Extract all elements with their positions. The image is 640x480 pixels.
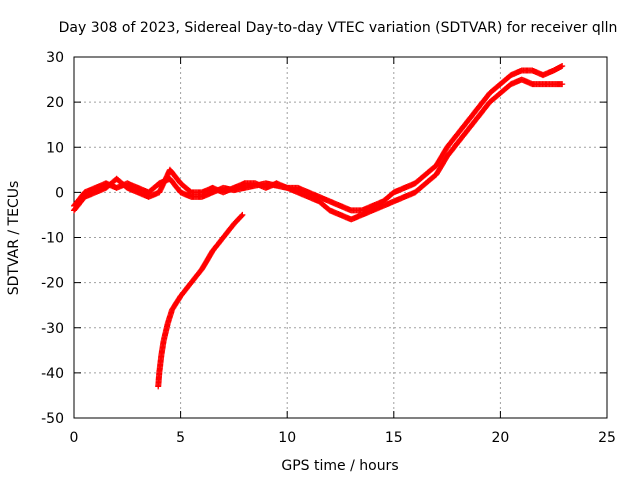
x-tick-label: 10 <box>278 430 296 446</box>
y-tick-label: -40 <box>41 366 64 382</box>
x-tick-label: 0 <box>70 430 79 446</box>
y-tick-label: -50 <box>41 411 64 427</box>
y-tick-label: 30 <box>46 50 64 66</box>
series-main-trace-spread <box>71 76 566 223</box>
data-points <box>71 63 566 390</box>
data-point <box>239 211 246 218</box>
x-tick-label: 20 <box>491 430 509 446</box>
y-tick-label: -10 <box>41 231 64 247</box>
x-tick-label: 5 <box>176 430 185 446</box>
data-point <box>238 212 245 219</box>
x-tick-label: 25 <box>598 430 616 446</box>
axis-ticks <box>73 56 608 419</box>
y-tick-label: 20 <box>46 95 64 111</box>
x-axis-label: GPS time / hours <box>281 458 398 474</box>
x-tick-labels: 0 5 10 15 20 25 <box>70 430 616 446</box>
series-dropout-segment <box>155 211 246 390</box>
y-tick-label: 0 <box>55 185 64 201</box>
data-point <box>559 63 566 69</box>
y-axis-label: SDTVAR / TECUs <box>6 181 22 296</box>
series-main-trace <box>71 63 566 214</box>
y-tick-label: 10 <box>46 140 64 156</box>
data-point <box>559 81 566 88</box>
grid-lines <box>74 57 607 418</box>
y-tick-label: -20 <box>41 276 64 292</box>
chart-title: Day 308 of 2023, Sidereal Day-to-day VTE… <box>59 20 618 36</box>
y-tick-label: -30 <box>41 321 64 337</box>
y-tick-labels: -50 -40 -30 -20 -10 0 10 20 30 <box>41 50 64 427</box>
x-tick-label: 15 <box>385 430 403 446</box>
